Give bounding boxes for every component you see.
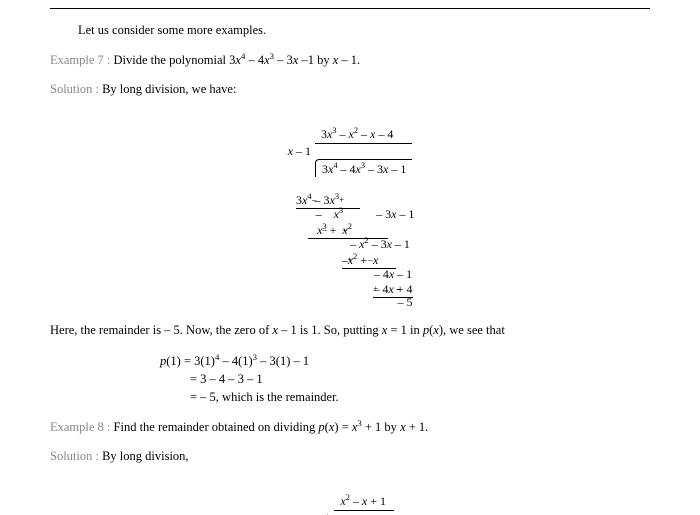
eq-line-3: = – 5, which is the remainder. <box>190 389 650 406</box>
ld1-step5-signs: + – <box>306 255 415 266</box>
ld1-step6: – 4x – 1 <box>372 267 415 282</box>
eq-line-2: = 3 – 4 – 3 – 1 <box>190 371 650 388</box>
example-8: Example 8 : Find the remainder obtained … <box>50 418 650 436</box>
ld1-remainder: – 5 <box>396 295 415 310</box>
ld2-divisor: x + 1 <box>306 511 334 515</box>
solution-7-text: By long division, we have: <box>102 82 236 96</box>
example-7-text: Divide the polynomial 3x4 – 4x3 – 3x –1 … <box>114 53 361 67</box>
long-division-1: x – 1 3x3 – x2 – x – 4 3x4 – 4x3 – 3x – … <box>286 111 415 310</box>
ld2-quotient: x2 – x + 1 <box>334 493 393 511</box>
example-7-label: Example 7 : <box>50 53 114 67</box>
page: Let us consider some more examples. Exam… <box>0 0 700 515</box>
eq-line-1: p(1) = 3(1)4 – 4(1)3 – 3(1) – 1 <box>160 352 650 370</box>
solution-8: Solution : By long division, <box>50 448 650 465</box>
example-7: Example 7 : Divide the polynomial 3x4 – … <box>50 51 650 69</box>
ld1-step4: – x2 – 3x – 1 <box>346 236 415 252</box>
ld1-divisor: x – 1 <box>288 144 315 159</box>
ld1-dividend: 3x4 – 4x3 – 3x – 1 <box>315 159 412 177</box>
example-8-text: Find the remainder obtained on dividing … <box>114 420 429 434</box>
solution-8-text: By long division, <box>102 449 188 463</box>
long-division-2: x + 1 x2 – x + 1 x3 + 1 x3 + x2 <box>306 478 393 515</box>
ld1-step1-signs: – + <box>242 195 415 206</box>
solution-8-label: Solution : <box>50 449 102 463</box>
ld1-step3-signs: – – <box>256 225 415 236</box>
equation-block: p(1) = 3(1)4 – 4(1)3 – 3(1) – 1 = 3 – 4 … <box>160 352 650 406</box>
example-8-label: Example 8 : <box>50 420 114 434</box>
after-7-text: Here, the remainder is – 5. Now, the zer… <box>50 322 650 339</box>
intro-text: Let us consider some more examples. <box>50 22 650 39</box>
solution-7: Solution : By long division, we have: <box>50 81 650 98</box>
solution-7-label: Solution : <box>50 82 102 96</box>
top-rule <box>50 8 650 9</box>
ld1-step2: – x3 – 3x – 1 <box>316 206 415 222</box>
ld1-quotient: 3x3 – x2 – x – 4 <box>315 126 412 144</box>
